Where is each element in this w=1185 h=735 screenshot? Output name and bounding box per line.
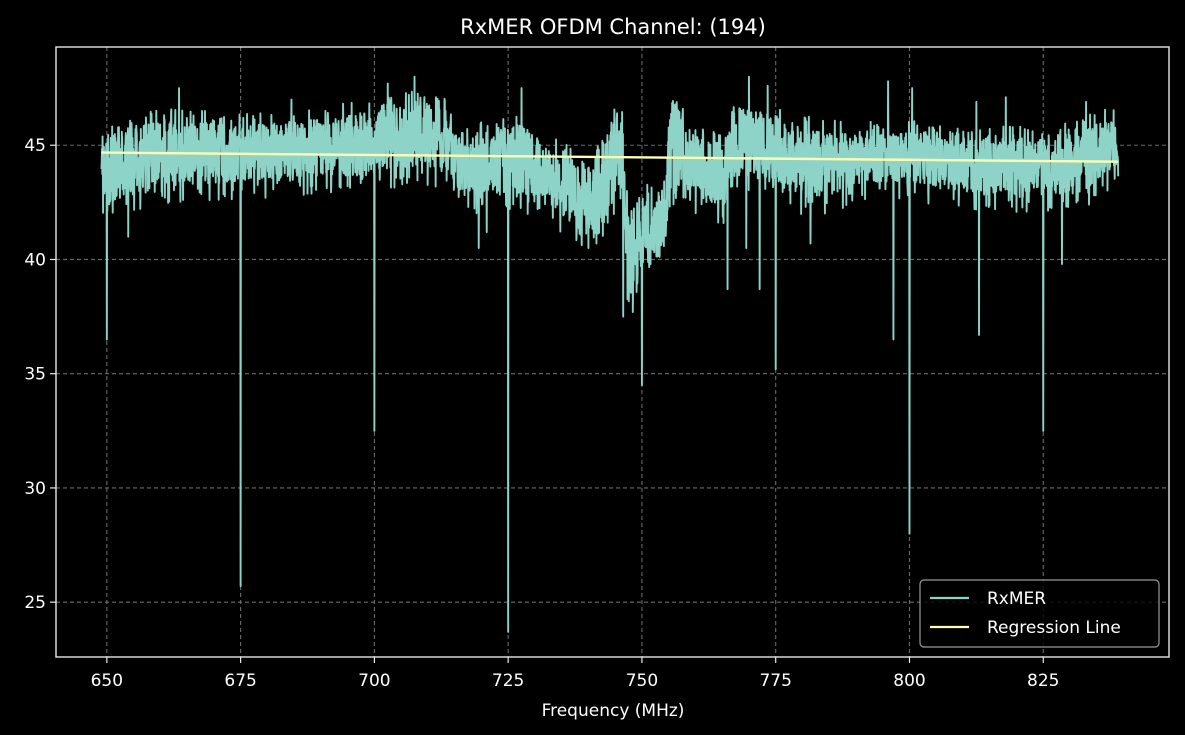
x-axis-ticks: 650 675 700 725 750 775 800 825 <box>91 657 1059 691</box>
axes-frame <box>55 46 1170 658</box>
y-axis-ticks: 25 30 35 40 45 <box>24 136 56 613</box>
plot-series <box>100 75 1120 633</box>
y-tick-label: 35 <box>24 365 46 385</box>
chart-title: RxMER OFDM Channel: (194) <box>460 15 766 39</box>
legend-label-regression: Regression Line <box>987 618 1121 638</box>
legend-label-rxmer: RxMER <box>987 589 1046 609</box>
y-tick-label: 40 <box>24 250 46 270</box>
regression-line <box>101 151 1119 163</box>
y-tick-label: 30 <box>24 479 46 499</box>
x-tick-label: 750 <box>626 671 658 691</box>
x-tick-label: 775 <box>759 671 791 691</box>
rxmer-line <box>100 75 1120 633</box>
x-axis-label: Frequency (MHz) <box>542 701 685 721</box>
y-tick-label: 25 <box>24 593 46 613</box>
x-tick-label: 700 <box>358 671 390 691</box>
x-tick-label: 800 <box>893 671 925 691</box>
x-tick-label: 725 <box>492 671 524 691</box>
legend: RxMER Regression Line <box>919 579 1160 648</box>
legend-box <box>919 579 1160 648</box>
x-tick-label: 675 <box>224 671 256 691</box>
x-tick-label: 650 <box>91 671 123 691</box>
y-tick-label: 45 <box>24 136 46 156</box>
x-tick-label: 825 <box>1027 671 1059 691</box>
